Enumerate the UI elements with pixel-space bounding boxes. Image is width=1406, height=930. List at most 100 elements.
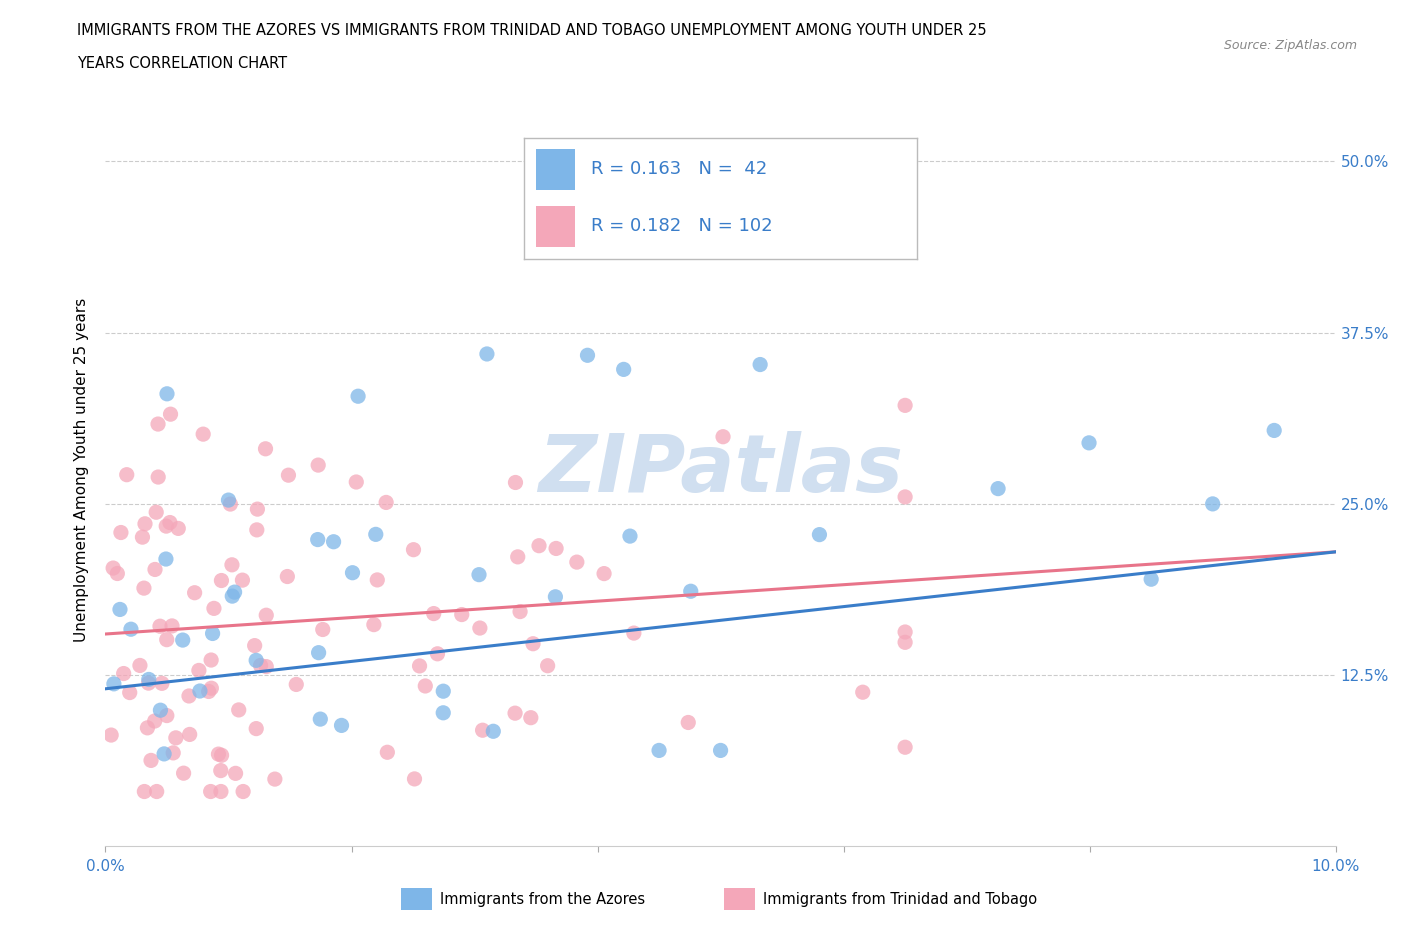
Point — [115, 467, 138, 482]
Point — [347, 389, 370, 404]
Point — [408, 658, 430, 673]
Text: R = 0.182   N = 102: R = 0.182 N = 102 — [591, 217, 772, 234]
Point — [263, 772, 285, 787]
Point — [509, 604, 531, 619]
Point — [520, 711, 543, 725]
Point — [503, 706, 526, 721]
Point — [648, 743, 671, 758]
Point — [679, 584, 702, 599]
Point — [209, 573, 232, 588]
Point — [197, 684, 219, 699]
Point — [375, 495, 398, 510]
Point — [285, 677, 308, 692]
Point — [710, 743, 733, 758]
Point — [330, 718, 353, 733]
Point — [565, 554, 588, 569]
Point — [593, 566, 616, 581]
Point — [131, 530, 153, 545]
Point — [312, 622, 335, 637]
Point — [344, 474, 367, 489]
Point — [155, 551, 177, 566]
Point — [711, 430, 734, 445]
Text: Immigrants from the Azores: Immigrants from the Azores — [440, 892, 645, 907]
Text: Source: ZipAtlas.com: Source: ZipAtlas.com — [1223, 39, 1357, 52]
Point — [221, 557, 243, 572]
Bar — [536, 206, 575, 246]
Point — [475, 347, 498, 362]
Point — [143, 562, 166, 577]
Point — [221, 589, 243, 604]
Point — [232, 784, 254, 799]
Point — [177, 688, 200, 703]
Point — [138, 676, 160, 691]
Point — [155, 519, 177, 534]
Point — [1140, 572, 1163, 587]
Point — [101, 561, 124, 576]
Point — [112, 666, 135, 681]
Point — [546, 541, 568, 556]
Point — [224, 585, 246, 600]
Point — [894, 625, 917, 640]
Point — [183, 585, 205, 600]
Point — [276, 569, 298, 584]
Point — [156, 386, 179, 401]
Point — [120, 622, 142, 637]
Point — [432, 684, 454, 698]
Point — [894, 489, 917, 504]
Point — [623, 626, 645, 641]
Point — [544, 590, 567, 604]
Point — [105, 566, 128, 581]
Point — [148, 470, 170, 485]
Point — [228, 702, 250, 717]
Text: ZIPatlas: ZIPatlas — [538, 431, 903, 509]
Point — [134, 516, 156, 531]
Point — [1263, 423, 1285, 438]
Point — [246, 501, 269, 516]
Point — [245, 653, 267, 668]
Point — [217, 493, 239, 508]
Point — [246, 523, 269, 538]
Point — [110, 525, 132, 540]
Point — [156, 632, 179, 647]
Point — [307, 532, 329, 547]
Point — [225, 766, 247, 781]
Point — [211, 748, 233, 763]
Point — [103, 676, 125, 691]
Point — [749, 357, 772, 372]
Point — [619, 528, 641, 543]
Point — [450, 607, 472, 622]
Point — [134, 784, 156, 799]
Text: R = 0.163   N =  42: R = 0.163 N = 42 — [591, 160, 766, 178]
Point — [139, 753, 162, 768]
Point — [468, 620, 491, 635]
Point — [219, 497, 242, 512]
Point — [309, 711, 332, 726]
Point — [165, 730, 187, 745]
Point — [342, 565, 364, 580]
Point — [231, 573, 253, 588]
Point — [159, 515, 181, 530]
Point — [307, 458, 329, 472]
Point — [245, 721, 267, 736]
Point — [188, 684, 211, 698]
Point — [613, 362, 636, 377]
Point — [132, 580, 155, 595]
Point — [522, 636, 544, 651]
Point — [1078, 435, 1101, 450]
Point — [366, 573, 388, 588]
Point — [678, 715, 700, 730]
Point — [422, 606, 444, 621]
Point — [506, 550, 529, 565]
Y-axis label: Unemployment Among Youth under 25 years: Unemployment Among Youth under 25 years — [75, 298, 90, 642]
Point — [277, 468, 299, 483]
Point — [364, 527, 387, 542]
Point — [375, 745, 398, 760]
Point — [160, 618, 183, 633]
Point — [243, 638, 266, 653]
Point — [173, 765, 195, 780]
Point — [150, 676, 173, 691]
Point — [209, 764, 232, 778]
Point — [100, 727, 122, 742]
Text: Immigrants from Trinidad and Tobago: Immigrants from Trinidad and Tobago — [763, 892, 1038, 907]
Point — [404, 772, 426, 787]
